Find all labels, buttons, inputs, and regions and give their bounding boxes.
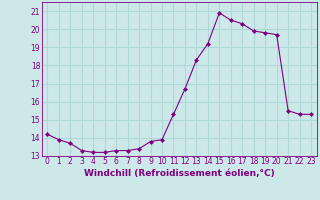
X-axis label: Windchill (Refroidissement éolien,°C): Windchill (Refroidissement éolien,°C) [84, 169, 275, 178]
